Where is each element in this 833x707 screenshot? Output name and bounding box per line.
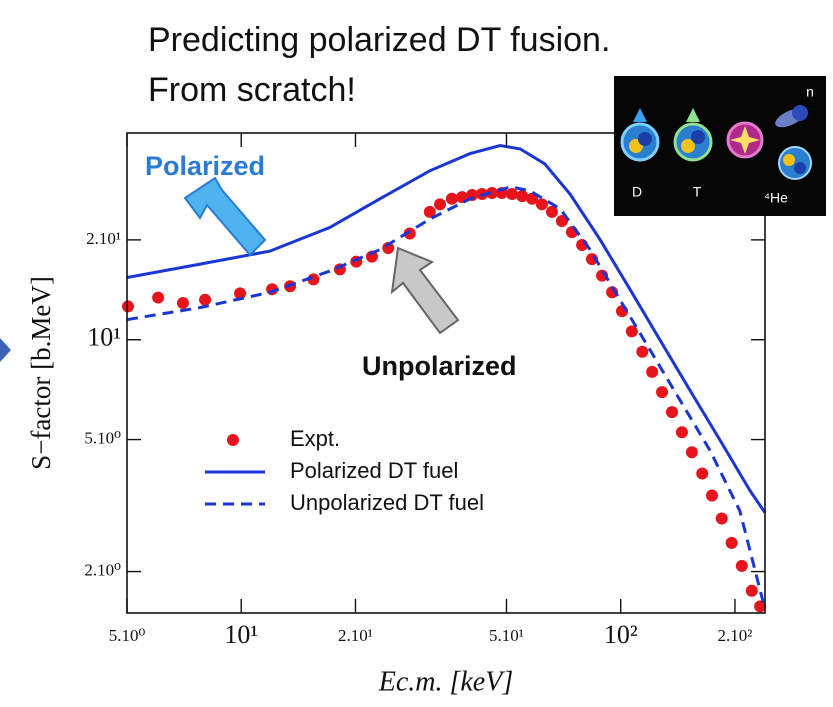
legend-marker bbox=[227, 434, 239, 446]
polarized-arrow bbox=[185, 178, 265, 255]
data-point bbox=[446, 193, 458, 205]
data-point bbox=[706, 490, 718, 502]
data-point bbox=[736, 560, 748, 572]
inset-label: D bbox=[632, 184, 642, 200]
data-point bbox=[666, 406, 678, 418]
nucleon bbox=[794, 162, 806, 174]
inset: D T ⁴He n bbox=[614, 76, 826, 216]
x-tick-label: 5.10⁰ bbox=[109, 626, 146, 645]
x-tick-label: 2.10¹ bbox=[338, 626, 373, 645]
y-tick-label: 2.10⁰ bbox=[84, 560, 121, 579]
neutron bbox=[792, 105, 808, 121]
legend-label: Expt. bbox=[290, 426, 340, 451]
inset-label: ⁴He bbox=[764, 190, 788, 206]
data-point bbox=[646, 366, 658, 378]
data-point bbox=[122, 300, 134, 312]
x-tick-label: 5.10¹ bbox=[489, 626, 524, 645]
data-point bbox=[506, 188, 518, 200]
headline-line: From scratch! bbox=[148, 71, 356, 109]
data-point bbox=[746, 585, 758, 597]
x-tick-label: 10² bbox=[604, 620, 638, 649]
data-point bbox=[199, 294, 211, 306]
nucleon bbox=[691, 130, 705, 144]
nucleon bbox=[783, 154, 795, 166]
inset-label: T bbox=[693, 184, 702, 200]
data-point bbox=[636, 346, 648, 358]
data-point bbox=[177, 297, 189, 309]
data-point bbox=[152, 292, 164, 304]
x-tick-label: 10¹ bbox=[224, 620, 258, 649]
nucleon bbox=[638, 132, 652, 146]
data-point bbox=[676, 426, 688, 438]
data-point bbox=[726, 537, 738, 549]
series-line bbox=[127, 187, 765, 609]
y-tick-label: 2.10¹ bbox=[86, 229, 121, 248]
data-point bbox=[536, 198, 548, 210]
edge-marker bbox=[0, 338, 11, 362]
x-axis-label: Ec.m. [keV] bbox=[378, 666, 514, 697]
y-tick-label: 10¹ bbox=[87, 323, 121, 352]
data-point bbox=[626, 325, 638, 337]
data-point bbox=[434, 198, 446, 210]
annotation: Polarized bbox=[145, 151, 265, 181]
page: Predicting polarized DT fusion. From scr… bbox=[0, 0, 833, 707]
data-point bbox=[656, 386, 668, 398]
annotation: Unpolarized bbox=[362, 351, 517, 381]
y-tick-label: 5.10⁰ bbox=[84, 428, 121, 447]
helium bbox=[779, 147, 811, 179]
data-point bbox=[696, 468, 708, 480]
inset-label: n bbox=[806, 84, 814, 100]
legend-label: Polarized DT fuel bbox=[290, 458, 458, 483]
y-axis-label: S−factor [b.MeV] bbox=[26, 276, 56, 470]
data-point bbox=[686, 446, 698, 458]
x-tick-label: 2.10² bbox=[718, 626, 753, 645]
data-point bbox=[716, 513, 728, 525]
unpolarized-arrow bbox=[392, 248, 458, 333]
legend-label: Unpolarized DT fuel bbox=[290, 490, 484, 515]
plot: 5.10⁰ 10¹ 2.10¹ 5.10¹ 10² 2.10² 2.10⁰ 5.10⁰ 10¹ 2… bbox=[26, 133, 766, 697]
headline-line: Predicting polarized DT fusion. bbox=[148, 21, 610, 59]
